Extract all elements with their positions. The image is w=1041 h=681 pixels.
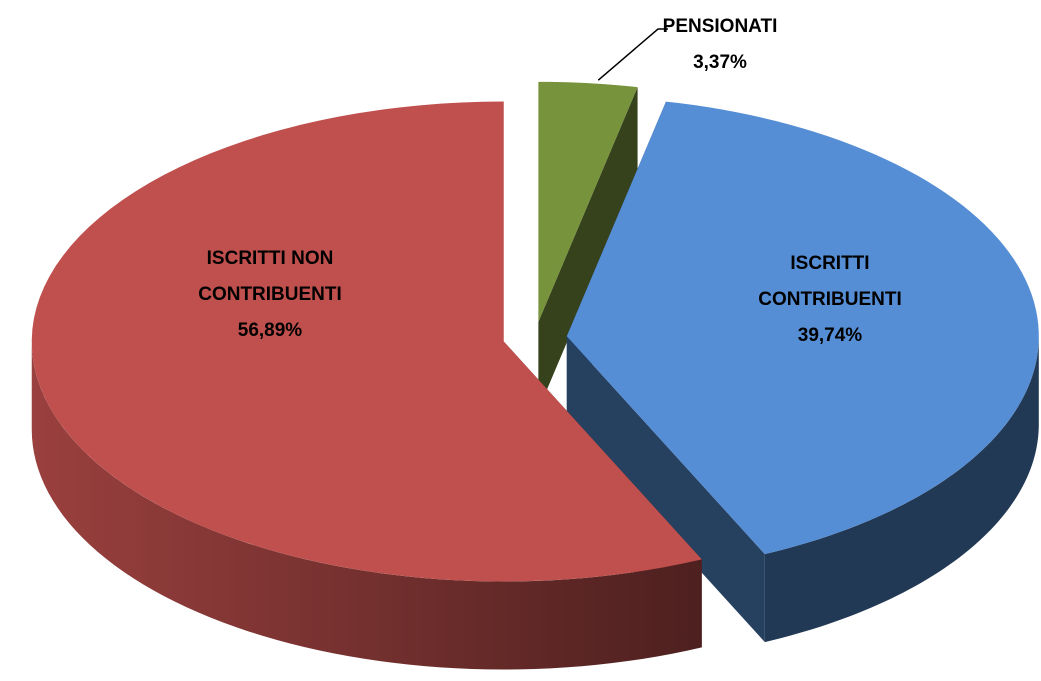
- category-label: ISCRITTI NON CONTRIBUENTI: [198, 248, 342, 305]
- radial-wall: [538, 87, 638, 410]
- slice-label: ISCRITTI NON CONTRIBUENTI 56,89%: [185, 241, 355, 349]
- pie-slice: [566, 101, 1039, 555]
- slice-label: PENSIONATI 3,37%: [635, 9, 805, 81]
- pie-slice: [538, 81, 638, 322]
- radial-wall: [566, 336, 765, 643]
- category-label: PENSIONATI: [662, 16, 778, 37]
- pie-slice: [31, 101, 702, 582]
- leader-line: [597, 28, 668, 81]
- category-label: ISCRITTI CONTRIBUENTI: [758, 253, 902, 310]
- outer-wall: [764, 336, 1039, 643]
- value-label: 3,37%: [693, 52, 747, 73]
- outer-wall: [31, 341, 702, 670]
- value-label: 56,89%: [237, 320, 303, 341]
- slice-label: ISCRITTI CONTRIBUENTI 39,74%: [745, 246, 915, 354]
- value-label: 39,74%: [797, 325, 863, 346]
